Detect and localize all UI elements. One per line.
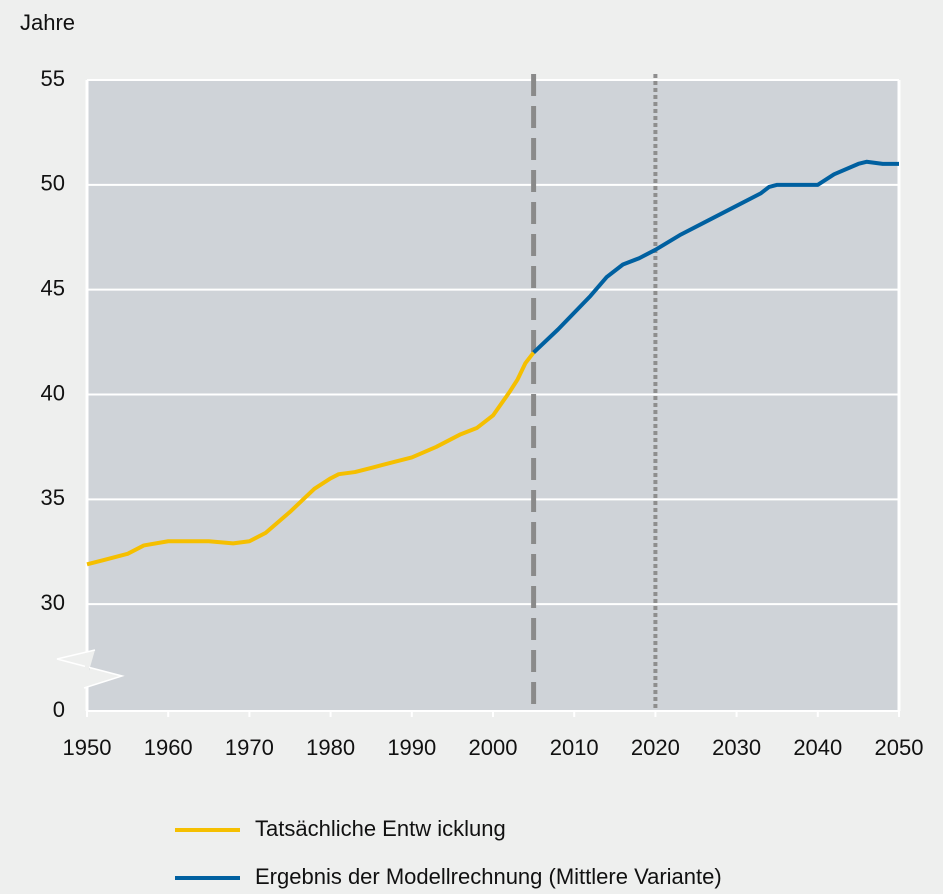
y-tick-label: 30 bbox=[41, 590, 65, 615]
y-tick-label: 55 bbox=[41, 66, 65, 91]
x-tick-label: 1980 bbox=[306, 735, 355, 760]
x-tick-label: 2030 bbox=[712, 735, 761, 760]
data-line bbox=[86, 351, 536, 567]
y-tick-label: 40 bbox=[41, 380, 65, 405]
y-tick-label: 45 bbox=[41, 275, 65, 300]
axis-break bbox=[56, 649, 125, 689]
x-tick-label: 1990 bbox=[387, 735, 436, 760]
x-tick-label: 2050 bbox=[875, 735, 924, 760]
x-tick-label: 1970 bbox=[225, 735, 274, 760]
x-tick-label: 2000 bbox=[469, 735, 518, 760]
x-tick-label: 1960 bbox=[144, 735, 193, 760]
axis-break-gap bbox=[85, 653, 89, 685]
x-tick-label: 2020 bbox=[631, 735, 680, 760]
y-tick-label: 35 bbox=[41, 485, 65, 510]
y-tick-label: 50 bbox=[41, 171, 65, 196]
y-tick-label: 0 bbox=[53, 697, 65, 722]
x-tick-label: 2040 bbox=[793, 735, 842, 760]
data-line bbox=[532, 159, 899, 355]
legend-label: Ergebnis der Modellrechnung (Mittlere Va… bbox=[255, 864, 722, 889]
y-axis-label: Jahre bbox=[20, 10, 75, 35]
legend-label: Tatsächliche Entw icklung bbox=[255, 816, 506, 841]
x-tick-label: 1950 bbox=[63, 735, 112, 760]
x-tick-label: 2010 bbox=[550, 735, 599, 760]
